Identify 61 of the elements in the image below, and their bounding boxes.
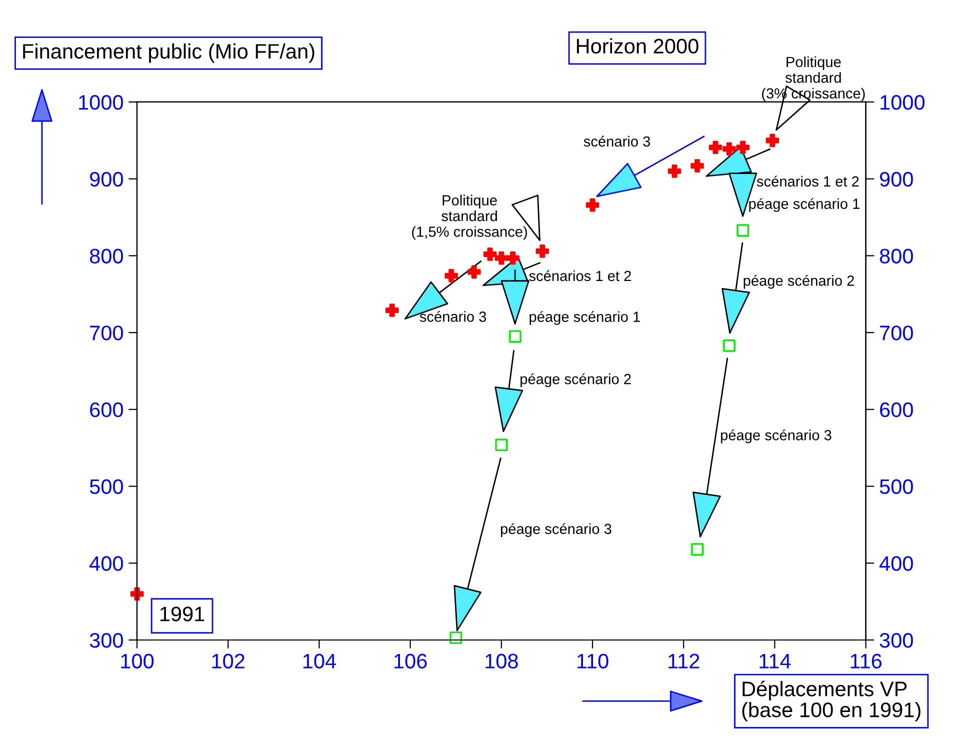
x-tick-label: 100	[121, 654, 154, 668]
annotation: scénarios 1 et 2	[756, 176, 859, 187]
annotation: péage scénario 1	[749, 198, 860, 212]
y-tick-label: 400	[90, 556, 123, 571]
y-axis-title: Financement public (Mio FF/an)	[23, 43, 314, 63]
annotation: péage scénario 3	[720, 429, 832, 444]
y2-tick-label: 900	[880, 172, 913, 187]
y-tick-label: 300	[90, 632, 123, 648]
y2-tick-label: 500	[880, 479, 913, 494]
annotation: scénario 3	[420, 310, 486, 322]
x-tick-label: 102	[212, 654, 244, 668]
point	[736, 224, 750, 237]
y-tick-label: 1000	[79, 94, 123, 110]
point	[668, 164, 682, 178]
point	[467, 265, 481, 278]
x-axis-title: Déplacements VP (base 100 en 1991)	[742, 680, 920, 722]
y-tick-label: 700	[90, 326, 123, 340]
point	[736, 140, 750, 154]
y2-tick-label: 400	[879, 556, 913, 571]
x-tick-label: 114	[760, 654, 791, 668]
y-tick-label: 900	[90, 172, 123, 187]
point	[722, 339, 736, 352]
point	[586, 198, 600, 212]
annotation: péage scénario 2	[744, 274, 854, 289]
point	[508, 330, 522, 343]
point	[444, 269, 458, 282]
point	[708, 140, 722, 154]
point	[536, 244, 550, 258]
x-tick-label: 110	[577, 654, 608, 668]
annotation: 1991	[160, 606, 204, 622]
y2-tick-label: 1000	[880, 94, 925, 110]
point	[450, 631, 462, 644]
y-tick-label: 500	[90, 479, 123, 494]
point	[506, 251, 520, 265]
x-tick-label: 104	[303, 654, 336, 668]
annotation: péage scénario 2	[520, 373, 631, 388]
point	[766, 134, 780, 148]
x-tick-label: 108	[486, 654, 518, 668]
x-tick-label: 112	[668, 654, 700, 668]
y2-tick-label: 700	[880, 326, 913, 340]
point	[385, 304, 399, 317]
point	[494, 251, 508, 265]
point	[483, 248, 497, 261]
y2-tick-label: 300	[880, 632, 913, 648]
point	[495, 438, 508, 451]
y2-tick-label: 600	[880, 402, 913, 418]
annotation: péage scénario 3	[500, 523, 612, 537]
chart-title: Horizon 2000	[576, 38, 698, 54]
point	[722, 142, 736, 156]
annotation: scénarios 1 et 2	[529, 270, 631, 282]
x-tick-label: 106	[394, 654, 427, 668]
y2-tick-label: 800	[880, 248, 913, 264]
point	[690, 159, 704, 172]
y-tick-label: 800	[90, 248, 123, 264]
annotation: scénario 3	[584, 136, 650, 147]
annotation: Politique standard (1,5% croissance)	[412, 194, 527, 240]
point	[691, 543, 704, 556]
x-tick-label: 116	[850, 654, 882, 668]
point	[130, 587, 144, 601]
y-tick-label: 600	[90, 402, 123, 418]
annotation: péage scénario 1	[530, 311, 640, 325]
